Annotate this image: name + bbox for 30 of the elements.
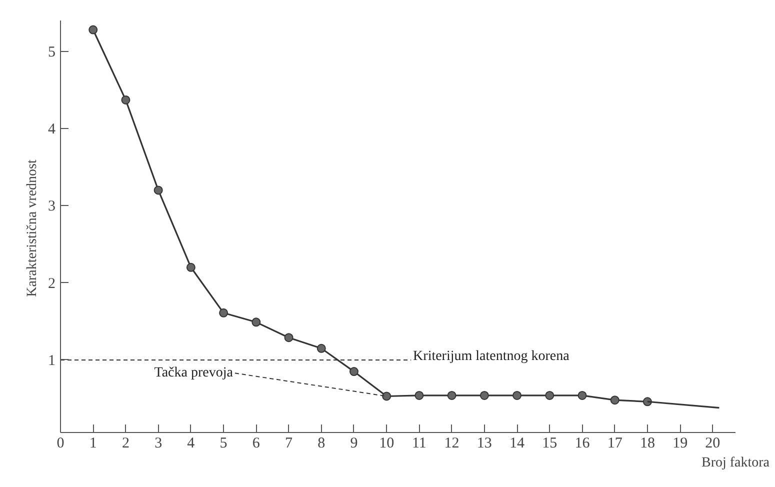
x-tick-label: 19 [672, 436, 688, 452]
x-tick-label: 20 [705, 436, 720, 452]
y-tick-label: 1 [48, 352, 56, 369]
x-tick-label: 7 [285, 436, 294, 452]
y-tick-label: 4 [48, 122, 56, 138]
x-tick-label: 6 [252, 436, 260, 452]
x-tick-label: 18 [640, 436, 655, 452]
y-tick-label: 5 [48, 44, 56, 60]
x-tick-label: 13 [476, 436, 492, 452]
x-tick-label: 17 [607, 436, 623, 452]
x-tick-label: 10 [379, 436, 394, 452]
x-tick-label: 11 [412, 436, 426, 452]
x-tick-label: 0 [56, 436, 64, 452]
y-tick-label: 3 [48, 198, 56, 215]
x-tick-label: 12 [444, 436, 460, 452]
ref-line-label: Kriterijum latentnog korena [413, 348, 570, 364]
x-tick-label: 15 [542, 436, 558, 452]
y-tick-label: 2 [48, 276, 56, 292]
x-tick-label: 1 [89, 436, 97, 452]
x-tick-label: 3 [154, 436, 162, 452]
x-axis-title: Broj faktora [701, 456, 770, 470]
x-tick-label: 4 [187, 436, 196, 452]
x-tick-label: 5 [220, 436, 228, 452]
x-tick-label: 14 [510, 436, 526, 452]
x-tick-label: 9 [350, 436, 358, 452]
x-tick-label: 2 [122, 436, 130, 452]
annotation: Tačka prevoja [154, 366, 234, 381]
x-tick-label: 8 [318, 436, 326, 452]
y-axis-title: Karakteristična vrednost [25, 160, 40, 297]
x-tick-label: 16 [574, 436, 590, 452]
